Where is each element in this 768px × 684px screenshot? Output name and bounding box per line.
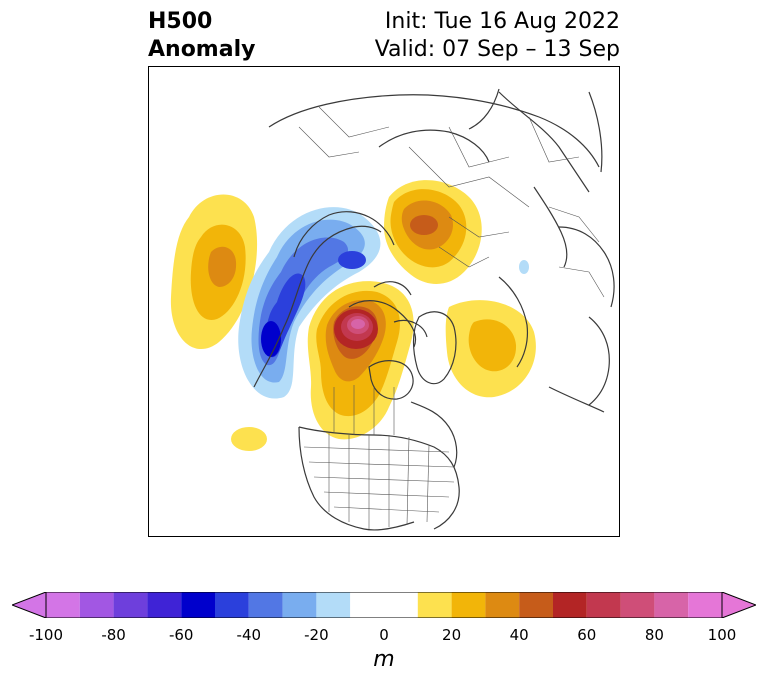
colorbar-bin-16	[620, 592, 655, 618]
ridge-siberia-center	[410, 215, 438, 235]
colorbar-bin-5	[215, 592, 249, 618]
colorbar-bin-4	[181, 592, 215, 618]
ridge-atlantic-core	[468, 319, 517, 372]
map-svg	[170, 88, 615, 531]
colorbar-bin-11	[451, 592, 486, 618]
colorbar-tick-3: -40	[236, 626, 262, 644]
colorbar-bins	[46, 592, 722, 618]
colorbar-unit-label: m	[373, 647, 395, 672]
colorbar-bin-2	[113, 592, 148, 618]
valid-dates: Valid: 07 Sep – 13 Sep	[374, 37, 620, 62]
trough-bering	[338, 251, 366, 269]
colorbar-bin-18	[688, 592, 722, 618]
colorbar-tick-9: 80	[644, 626, 664, 644]
trough-pacific-center	[261, 321, 281, 357]
trough-small-east	[519, 260, 529, 274]
colorbar-over-arrow	[721, 592, 756, 618]
colorbar-bin-9	[350, 592, 418, 618]
colorbar-bin-3	[147, 592, 182, 618]
colorbar-bin-13	[519, 592, 553, 618]
colorbar-under-arrow	[12, 592, 47, 618]
colorbar-bin-15	[586, 592, 621, 618]
colorbar-bin-6	[248, 592, 283, 618]
colorbar-tick-0: -100	[28, 626, 64, 644]
ridge-main-center	[351, 319, 365, 329]
date-info: Init: Tue 16 Aug 2022 Valid: 07 Sep – 13…	[375, 8, 620, 64]
colorbar-outline	[45, 592, 723, 618]
colorbar-bin-14	[553, 592, 587, 618]
colorbar-tick-2: -60	[168, 626, 194, 644]
ridge-small-south	[231, 427, 267, 451]
colorbar-tick-4: -20	[304, 626, 329, 644]
ridge-west-pacific-center	[208, 246, 237, 287]
colorbar-tick-8: 60	[577, 626, 597, 644]
init-date: Init: Tue 16 Aug 2022	[384, 9, 620, 34]
colorbar-bin-12	[485, 592, 520, 618]
coastlines	[253, 88, 615, 531]
title-line-2: Anomaly	[148, 37, 256, 62]
anomaly-contours	[170, 180, 536, 451]
colorbar-bin-0	[46, 592, 80, 618]
colorbar	[12, 592, 756, 618]
colorbar-bin-8	[316, 592, 351, 618]
colorbar-bin-10	[417, 592, 452, 618]
colorbar-tick-1: -80	[101, 626, 126, 644]
boundaries	[298, 106, 605, 529]
colorbar-tick-7: 40	[509, 626, 529, 644]
colorbar-bin-7	[282, 592, 317, 618]
colorbar-tick-10: 100	[707, 626, 737, 644]
chart-title: H500 Anomaly	[148, 8, 255, 64]
colorbar-bin-1	[79, 592, 114, 618]
title-line-1: H500	[148, 9, 213, 34]
colorbar-bin-17	[654, 592, 689, 618]
colorbar-tick-6: 20	[442, 626, 462, 644]
colorbar-tick-5: 0	[379, 626, 389, 644]
anomaly-map	[148, 66, 620, 537]
